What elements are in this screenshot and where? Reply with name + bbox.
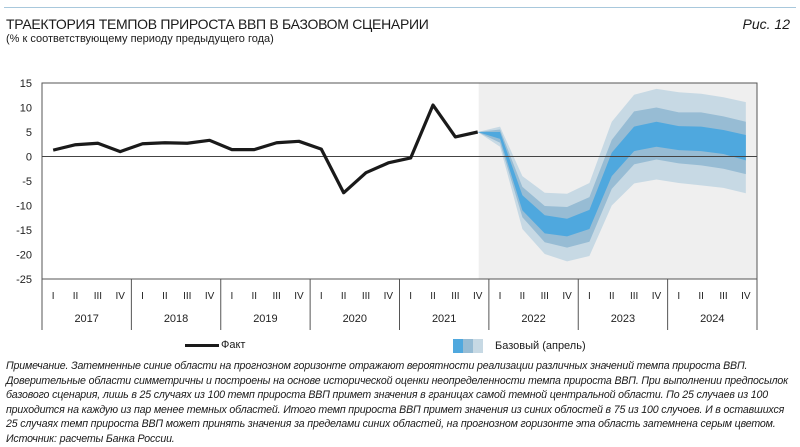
year-label: 2020	[343, 313, 367, 325]
quarter-label: I	[52, 291, 55, 302]
y-tick-label: 5	[26, 127, 32, 139]
quarter-label: II	[609, 291, 615, 302]
quarter-label: III	[362, 291, 370, 302]
quarter-label: IV	[205, 291, 215, 302]
year-label: 2024	[700, 313, 724, 325]
quarter-label: II	[73, 291, 79, 302]
y-tick-label: -10	[16, 201, 32, 213]
quarter-label: II	[162, 291, 168, 302]
quarter-label: IV	[384, 291, 394, 302]
quarter-label: I	[499, 291, 502, 302]
quarter-label: III	[719, 291, 727, 302]
quarter-label: I	[677, 291, 680, 302]
y-tick-label: -20	[16, 250, 32, 262]
y-tick-label: -25	[16, 274, 32, 286]
quarter-label: I	[231, 291, 234, 302]
y-tick-label: -5	[22, 176, 32, 188]
quarter-label: III	[272, 291, 280, 302]
quarter-label: II	[430, 291, 436, 302]
chart-subtitle: (% к соответствующему периоду предыдущег…	[6, 33, 274, 45]
legend-fact-label: Факт	[221, 339, 246, 351]
chart-title: ТРАЕКТОРИЯ ТЕМПОВ ПРИРОСТА ВВП В БАЗОВОМ…	[6, 16, 429, 32]
quarter-label: II	[251, 291, 257, 302]
quarter-label: IV	[652, 291, 662, 302]
fact-line	[52, 103, 479, 195]
quarter-label: III	[94, 291, 102, 302]
year-label: 2019	[253, 313, 277, 325]
y-tick-label: 15	[20, 78, 32, 90]
legend-base-swatch	[453, 339, 483, 353]
quarter-label: IV	[562, 291, 572, 302]
y-tick-label: -15	[16, 225, 32, 237]
top-divider	[4, 7, 796, 8]
year-label: 2022	[521, 313, 545, 325]
year-label: 2021	[432, 313, 456, 325]
quarter-label: II	[341, 291, 347, 302]
quarter-label: II	[520, 291, 526, 302]
year-label: 2017	[74, 313, 98, 325]
fan-band-dark	[477, 121, 746, 237]
quarter-label: III	[451, 291, 459, 302]
quarter-label: II	[698, 291, 704, 302]
quarter-label: III	[183, 291, 191, 302]
quarter-label: III	[630, 291, 638, 302]
quarter-label: I	[320, 291, 323, 302]
year-label: 2018	[164, 313, 188, 325]
legend-base-label: Базовый (апрель)	[495, 340, 586, 352]
legend-fact-swatch	[185, 343, 219, 347]
legend-fact: Факт	[185, 339, 245, 351]
quarter-label: I	[588, 291, 591, 302]
quarter-label: IV	[294, 291, 304, 302]
note-text: Примечание. Затемненные синие области на…	[6, 360, 789, 431]
quarter-label: IV	[115, 291, 125, 302]
figure-label: Рис. 12	[742, 16, 790, 32]
legend-base: Базовый (апрель)	[453, 339, 586, 353]
note: Примечание. Затемненные синие области на…	[6, 359, 796, 447]
quarter-label: III	[541, 291, 549, 302]
quarter-label: IV	[741, 291, 751, 302]
source-text: Источник: расчеты Банка России.	[6, 432, 175, 445]
quarter-label: IV	[473, 291, 483, 302]
y-tick-label: 10	[20, 103, 32, 115]
y-tick-label: 0	[26, 152, 32, 164]
quarter-label: I	[409, 291, 412, 302]
year-label: 2023	[611, 313, 635, 325]
quarter-label: I	[141, 291, 144, 302]
